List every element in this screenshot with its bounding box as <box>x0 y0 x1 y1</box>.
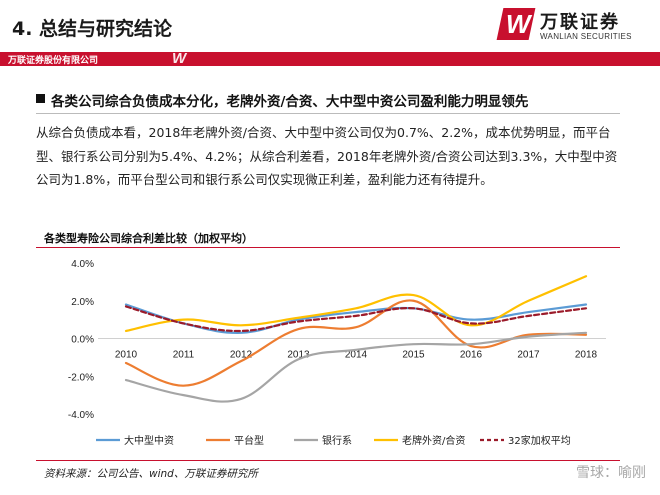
section-subheading: 各类公司综合负债成本分化，老牌外资/合资、大中型中资公司盈利能力明显领先 <box>36 90 528 110</box>
y-tick-label: 0.0% <box>71 335 94 346</box>
legend-label: 大中型中资 <box>124 434 174 447</box>
watermark: 雪球：喻刚 <box>576 465 646 481</box>
y-tick-label: -4.0% <box>68 410 94 421</box>
y-tick-label: -2.0% <box>68 372 94 383</box>
subheading-text: 各类公司综合负债成本分化，老牌外资/合资、大中型中资公司盈利能力明显领先 <box>51 94 529 110</box>
legend-label: 老牌外资/合资 <box>402 434 465 447</box>
page-title: 4. 总结与研究结论 <box>12 18 173 40</box>
legend-label: 32家加权平均 <box>508 434 571 447</box>
x-tick-label: 2018 <box>575 350 598 361</box>
bullet-square-icon <box>36 94 45 103</box>
x-tick-label: 2014 <box>345 350 368 361</box>
series-line-5 <box>124 305 588 333</box>
company-logo: W 万联证券 WANLIAN SECURITIES <box>496 8 650 50</box>
chart-frame: 4.0% 2.0% 0.0% -2.0% -4.0% 2010 2011 2012 2013 20… <box>36 250 620 460</box>
chart-bottom-divider <box>36 460 620 461</box>
x-tick-label: 2012 <box>230 350 253 361</box>
chart-top-divider <box>36 247 620 248</box>
banner-mark: W <box>172 50 187 67</box>
y-tick-label: 2.0% <box>71 297 94 308</box>
header-banner: 万联证券股份有限公司 W <box>0 50 660 67</box>
x-tick-label: 2017 <box>517 350 540 361</box>
x-tick-label: 2011 <box>173 350 195 361</box>
y-tick-label: 4.0% <box>71 259 94 270</box>
line-chart: 4.0% 2.0% 0.0% -2.0% -4.0% 2010 2011 2012 2013 20… <box>68 259 606 447</box>
series-line-3 <box>124 331 588 403</box>
source-note: 资料来源：公司公告、wind、万联证券研究所 <box>44 468 258 480</box>
x-tick-label: 2016 <box>460 350 483 361</box>
logo-name-en: WANLIAN SECURITIES <box>540 32 632 41</box>
chart-title: 各类型寿险公司综合利差比较（加权平均） <box>44 232 253 245</box>
series-line-4 <box>124 275 588 333</box>
legend-label: 银行系 <box>322 434 352 447</box>
legend-label: 平台型 <box>234 434 264 447</box>
series-line-2 <box>124 299 588 387</box>
logo-mark: W <box>496 8 536 40</box>
banner-company-name: 万联证券股份有限公司 <box>8 56 99 66</box>
x-tick-label: 2010 <box>115 350 138 361</box>
x-tick-label: 2015 <box>402 350 425 361</box>
logo-name-cn: 万联证券 <box>540 12 620 33</box>
subheading-divider <box>36 113 620 114</box>
section-paragraph: 从综合负债成本看，2018年老牌外资/合资、大中型中资公司仅为0.7%、2.2%… <box>36 125 618 187</box>
x-tick-label: 2013 <box>287 350 310 361</box>
